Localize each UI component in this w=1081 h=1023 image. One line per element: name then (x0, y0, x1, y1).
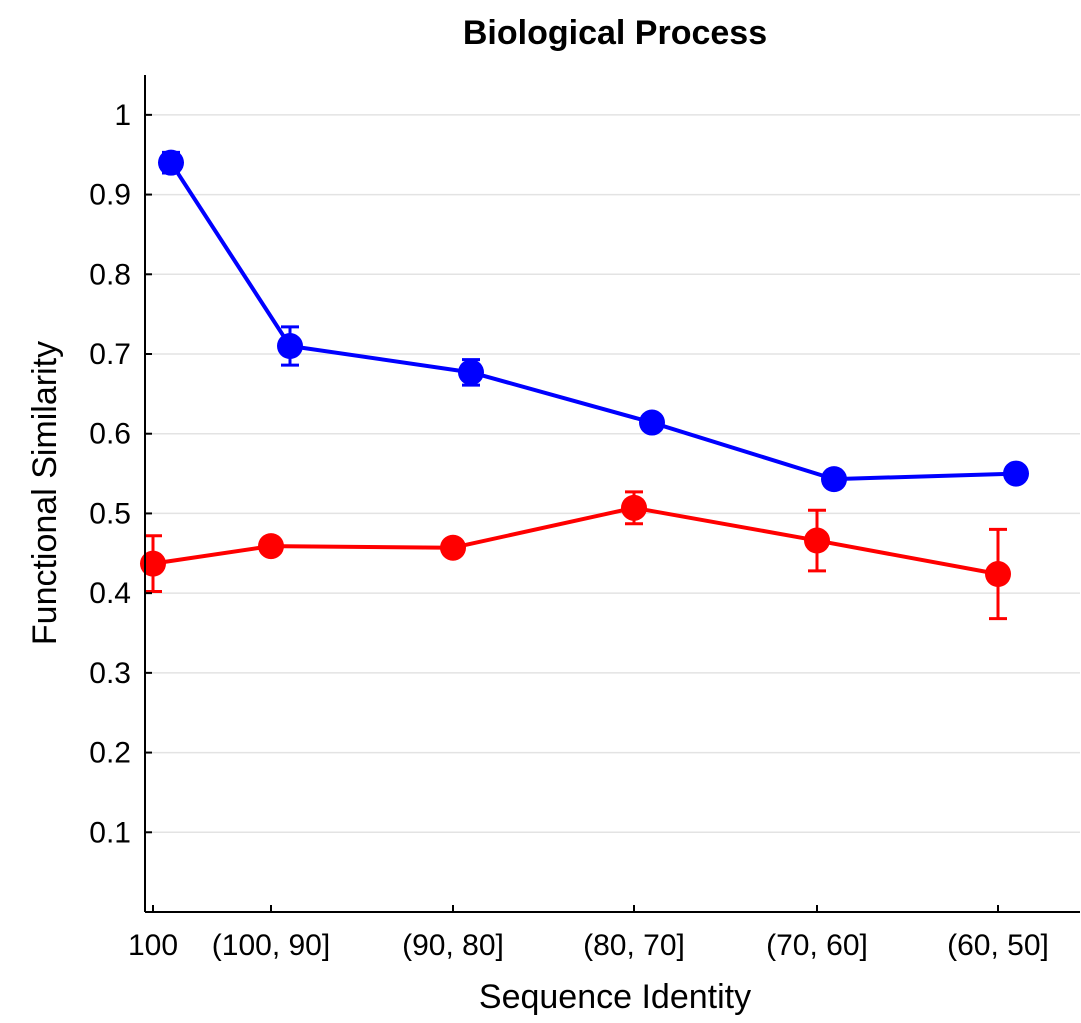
series-layer (140, 149, 1029, 621)
x-tick-label: (80, 70] (583, 929, 685, 962)
x-axis-label: Sequence Identity (479, 978, 751, 1016)
tick-labels: 0.1 0.2 0.3 0.4 0.5 0.6 0.7 0.8 0.9 1 100 (100, 90]… (89, 99, 1049, 962)
data-point (985, 561, 1011, 588)
grid-lines (145, 114, 1080, 834)
data-point (458, 359, 484, 386)
data-point (1003, 460, 1029, 487)
data-point (140, 550, 166, 577)
series-line (169, 161, 1017, 482)
data-point (258, 533, 284, 560)
y-tick-label: 0.1 (89, 816, 131, 849)
x-tick-label: (100, 90] (212, 929, 330, 962)
y-tick-label: 0.7 (89, 338, 131, 371)
x-tick-label: (90, 80] (402, 929, 504, 962)
y-tick-label: 0.8 (89, 258, 131, 291)
y-tick-label: 0.6 (89, 418, 131, 451)
y-tick-label: 0.4 (89, 577, 131, 610)
x-tick-label: (70, 60] (766, 929, 868, 962)
y-tick-label: 0.3 (89, 657, 131, 690)
y-axis-label: Functional Similarity (26, 341, 64, 645)
data-point (440, 534, 466, 561)
data-point (639, 409, 665, 436)
series-1 (158, 149, 1029, 493)
axes (144, 75, 1080, 913)
data-point (804, 527, 830, 554)
series-line (152, 505, 999, 576)
data-point (621, 494, 647, 521)
data-point (277, 333, 303, 360)
x-tick-label: 100 (128, 929, 178, 962)
data-point (821, 466, 847, 493)
y-tick-label: 0.9 (89, 179, 131, 212)
chart-title: Biological Process (463, 14, 767, 52)
y-tick-label: 0.5 (89, 497, 131, 530)
data-point (158, 149, 184, 176)
y-tick-label: 1 (114, 99, 131, 132)
y-tick-label: 0.2 (89, 737, 131, 770)
x-tick-label: (60, 50] (947, 929, 1049, 962)
series-2 (140, 490, 1011, 621)
